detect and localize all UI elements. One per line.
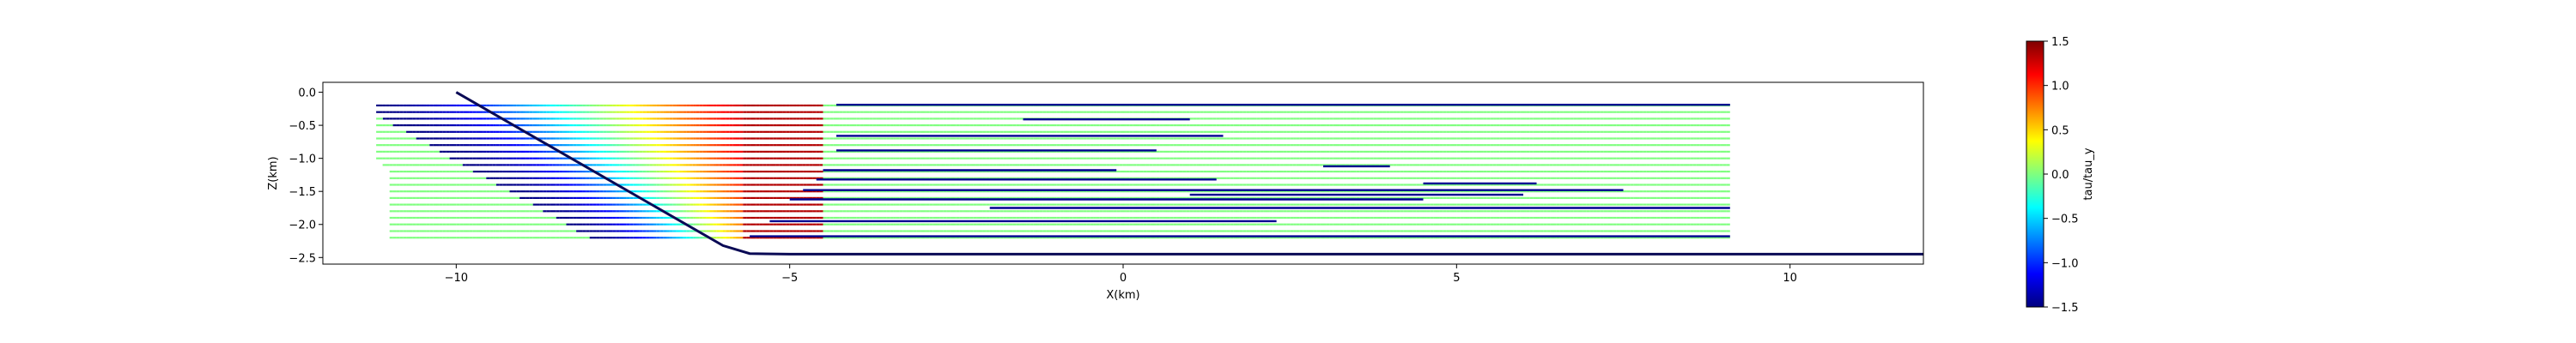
streamlines-layer [376,105,1730,238]
plot-area [323,82,1923,264]
